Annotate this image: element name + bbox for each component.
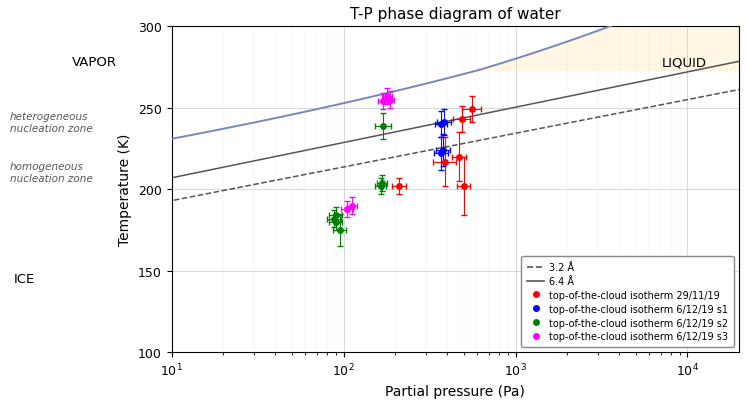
- X-axis label: Partial pressure (Pa): Partial pressure (Pa): [386, 384, 525, 398]
- Title: T-P phase diagram of water: T-P phase diagram of water: [350, 7, 561, 22]
- Text: LIQUID: LIQUID: [662, 56, 706, 69]
- Text: ICE: ICE: [13, 273, 34, 286]
- Y-axis label: Temperature (K): Temperature (K): [119, 134, 133, 246]
- Text: homogeneous
nucleation zone: homogeneous nucleation zone: [10, 162, 93, 183]
- Text: VAPOR: VAPOR: [72, 56, 117, 69]
- Legend: 3.2 Å, 6.4 Å, top-of-the-cloud isotherm 29/11/19, top-of-the-cloud isotherm 6/12: 3.2 Å, 6.4 Å, top-of-the-cloud isotherm …: [521, 257, 734, 347]
- Text: heterogeneous
nucleation zone: heterogeneous nucleation zone: [10, 112, 93, 133]
